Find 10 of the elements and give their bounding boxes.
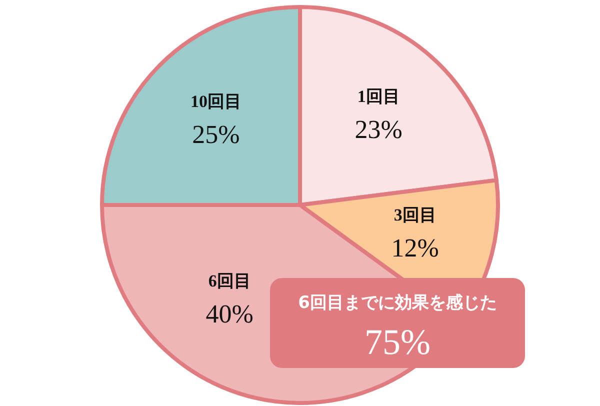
data-label: 12% (391, 234, 439, 263)
data-label: 23% (354, 114, 402, 144)
slice-label: 10回目 (190, 92, 242, 111)
data-label: 25% (192, 120, 240, 149)
slice-label: 3回目 (394, 206, 436, 225)
text: 75% (364, 322, 430, 362)
data-label: 40% (206, 300, 254, 329)
slice-label: 6回目 (208, 272, 251, 291)
text: 6回目までに効果を感じた (298, 293, 497, 313)
slice-label: 1回目 (357, 86, 400, 106)
